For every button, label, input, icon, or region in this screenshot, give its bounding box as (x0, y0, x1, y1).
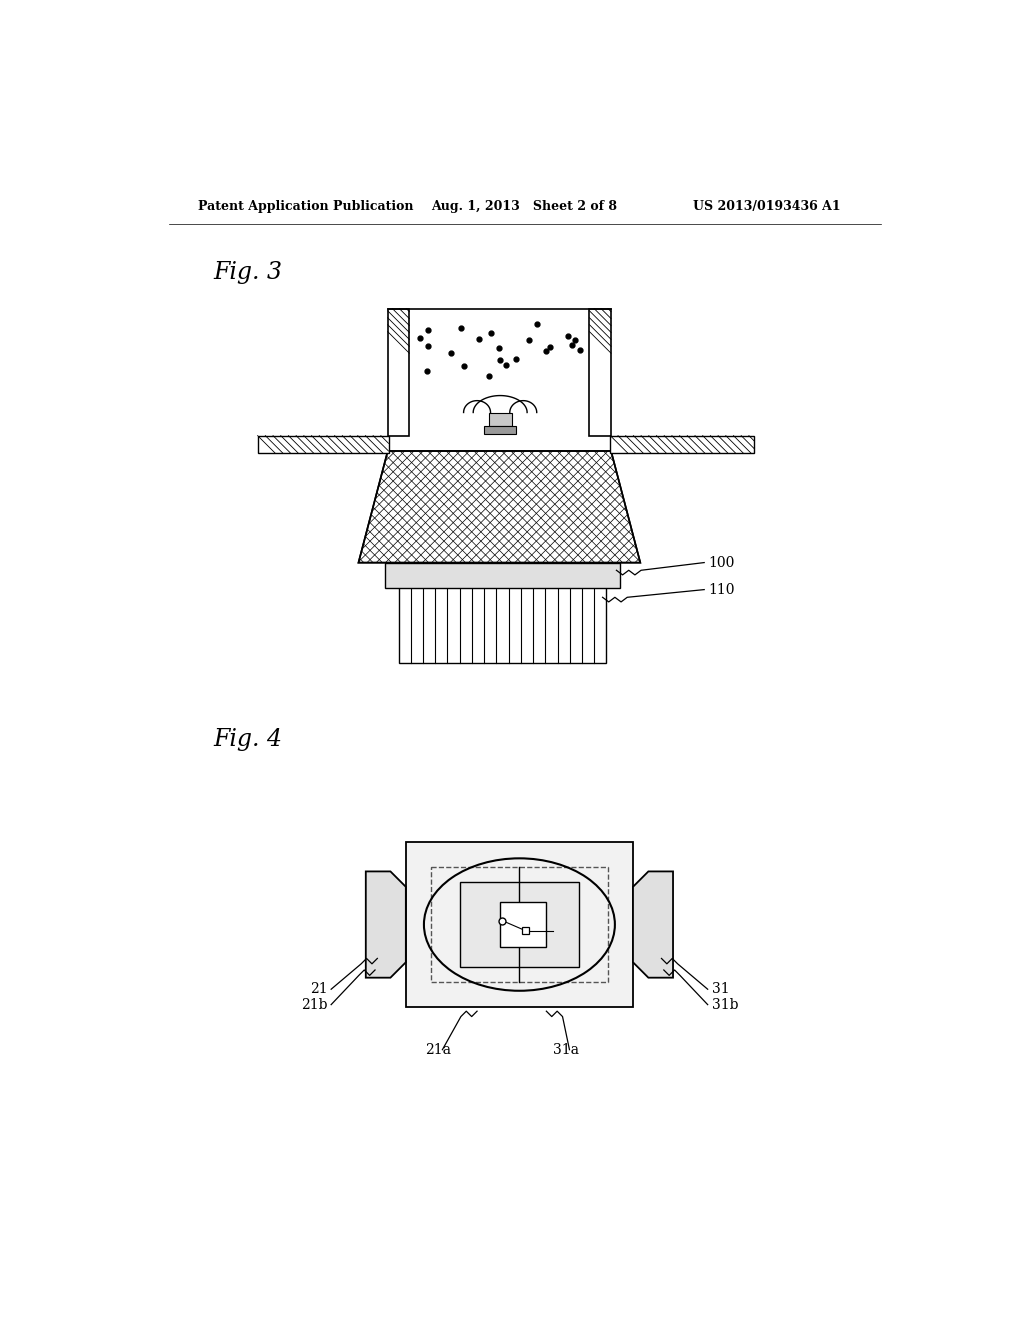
Polygon shape (590, 309, 611, 436)
Polygon shape (488, 412, 512, 426)
Text: US 2013/0193436 A1: US 2013/0193436 A1 (692, 199, 841, 213)
Polygon shape (388, 309, 410, 436)
Text: 21: 21 (309, 982, 328, 997)
Polygon shape (610, 436, 755, 453)
Text: 21b: 21b (301, 998, 328, 1011)
Polygon shape (258, 436, 388, 453)
Text: 31: 31 (712, 982, 729, 997)
Polygon shape (484, 426, 516, 434)
Polygon shape (522, 927, 529, 935)
Polygon shape (366, 871, 406, 978)
Text: 21a: 21a (426, 1043, 452, 1057)
Polygon shape (460, 882, 580, 966)
Text: 110: 110 (708, 582, 734, 597)
Text: Aug. 1, 2013   Sheet 2 of 8: Aug. 1, 2013 Sheet 2 of 8 (431, 199, 616, 213)
Polygon shape (385, 562, 621, 589)
Polygon shape (406, 842, 633, 1007)
Polygon shape (358, 451, 640, 562)
Text: Fig. 3: Fig. 3 (214, 261, 283, 284)
Polygon shape (500, 903, 547, 946)
Text: 31b: 31b (712, 998, 738, 1011)
Text: Fig. 4: Fig. 4 (214, 729, 283, 751)
Text: 31a: 31a (553, 1043, 579, 1057)
Polygon shape (398, 586, 606, 663)
Polygon shape (410, 309, 590, 436)
Text: 100: 100 (708, 556, 734, 569)
Polygon shape (633, 871, 673, 978)
Text: Patent Application Publication: Patent Application Publication (199, 199, 414, 213)
